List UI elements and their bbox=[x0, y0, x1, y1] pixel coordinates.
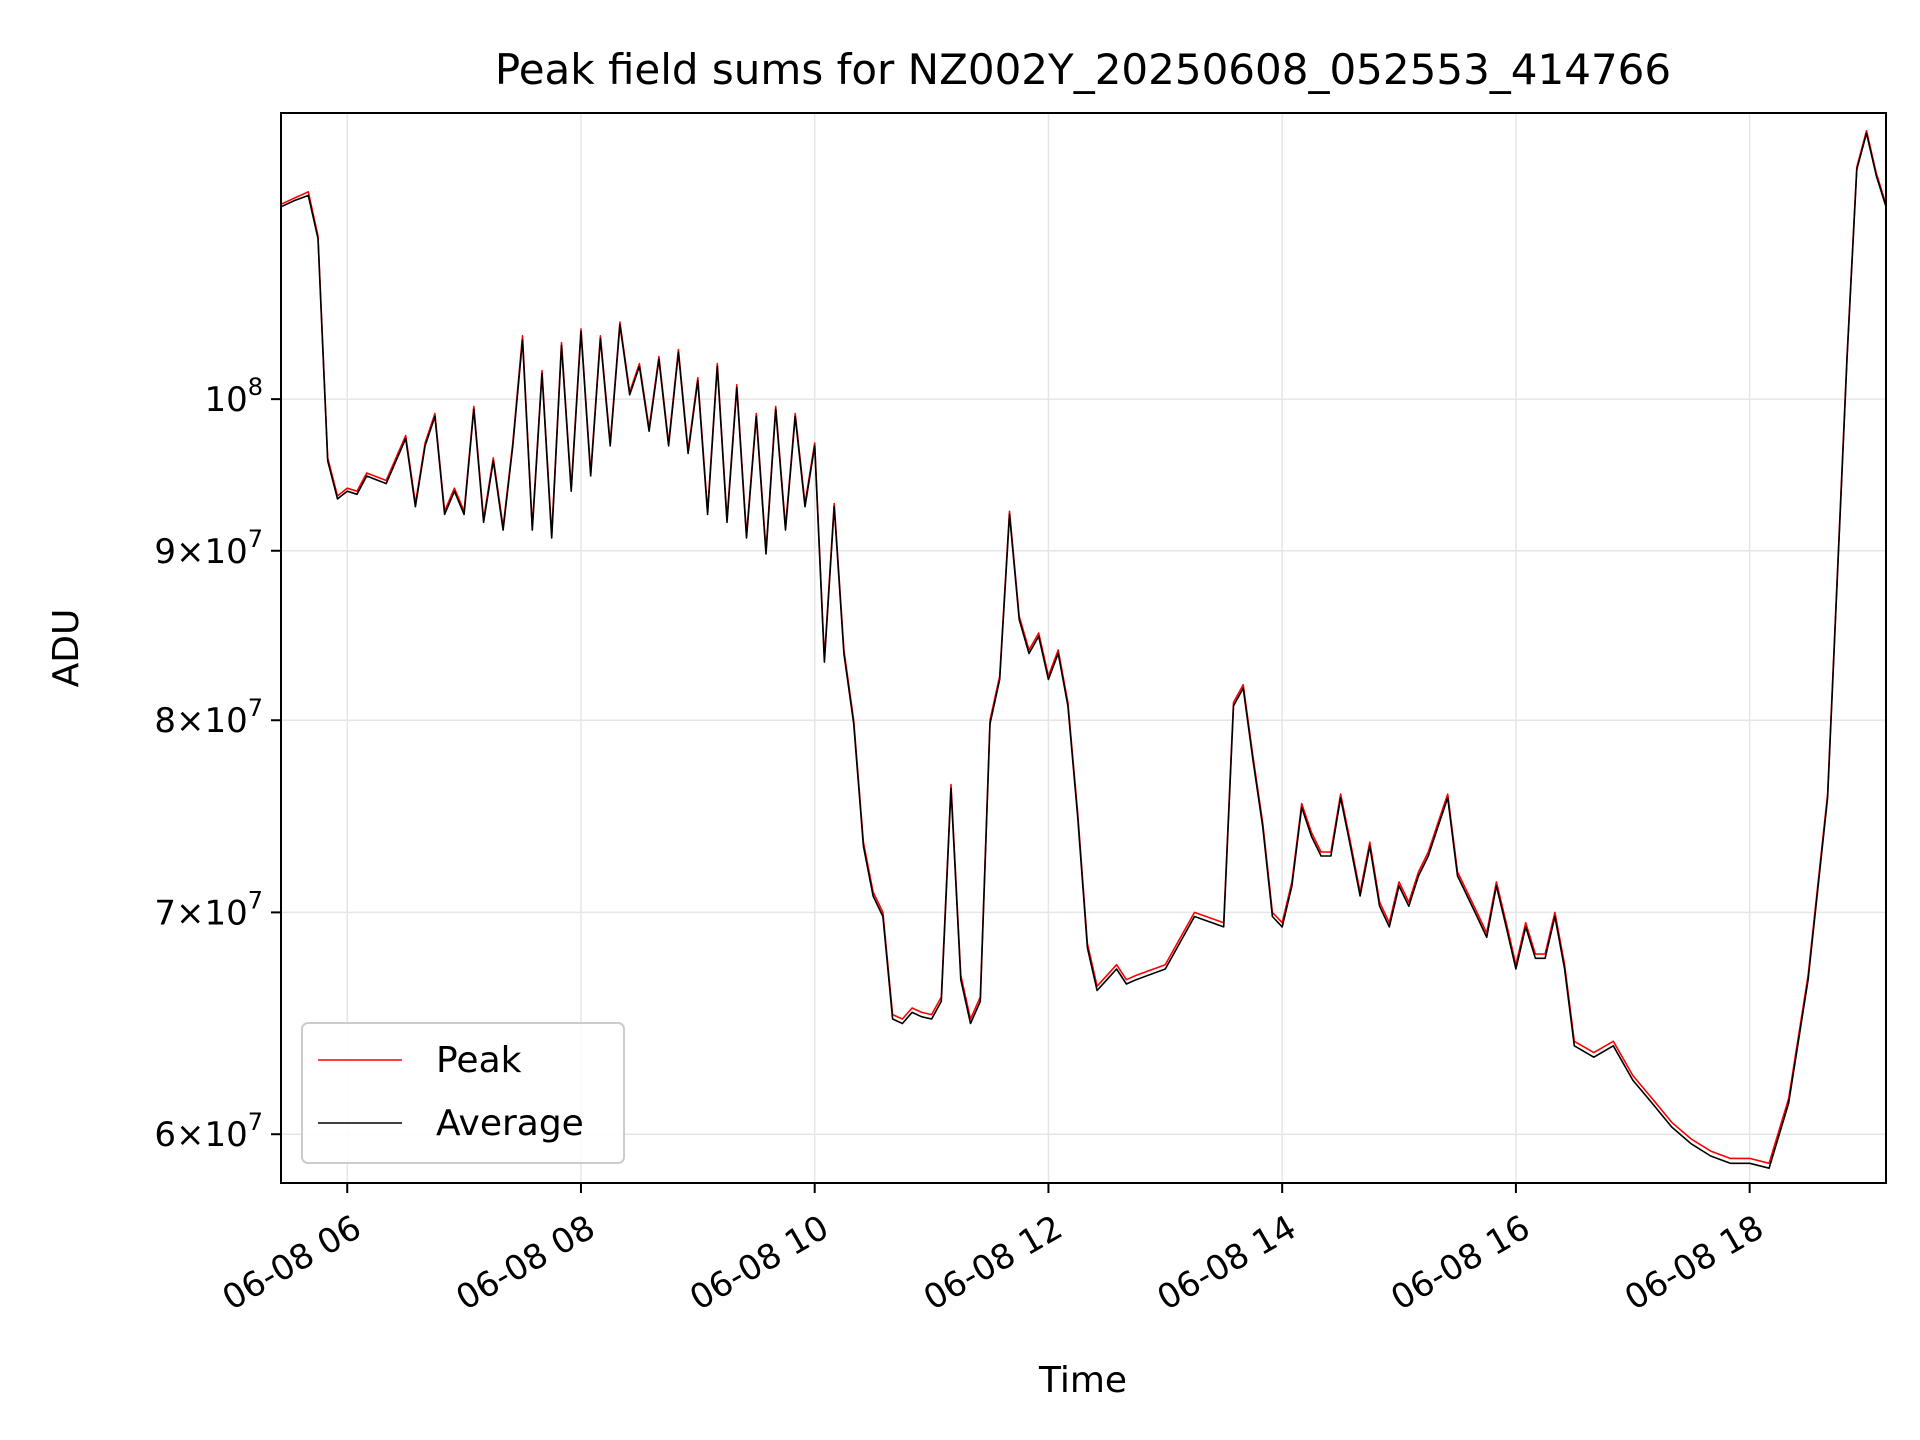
x-axis-label: Time bbox=[1038, 1360, 1127, 1401]
y-tick-label: 8×107 bbox=[154, 694, 263, 741]
y-tick-label: 9×107 bbox=[154, 525, 263, 572]
y-tick-label: 7×107 bbox=[154, 886, 263, 933]
legend-label-peak: Peak bbox=[436, 1040, 522, 1081]
series-line-average bbox=[280, 132, 1887, 1169]
y-tick-label: 6×107 bbox=[154, 1108, 263, 1155]
legend-box bbox=[301, 1022, 625, 1164]
y-axis-label: ADU bbox=[46, 609, 87, 688]
series-lines bbox=[280, 130, 1887, 1169]
chart-title: Peak field sums for NZ002Y_20250608_0525… bbox=[495, 45, 1671, 94]
legend-label-average: Average bbox=[436, 1103, 584, 1144]
plot-frame bbox=[280, 112, 1887, 1184]
legend: Peak Average bbox=[301, 1022, 625, 1164]
